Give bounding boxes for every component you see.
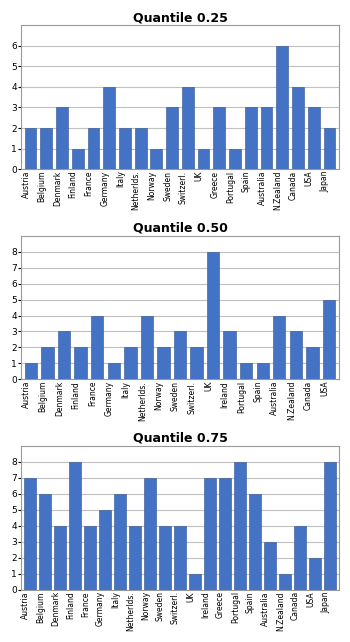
Bar <box>119 128 131 169</box>
Bar <box>182 87 194 169</box>
Bar <box>124 347 136 379</box>
Bar <box>204 478 216 590</box>
Bar <box>219 478 231 590</box>
Bar <box>141 315 153 379</box>
Bar <box>189 574 201 590</box>
Bar <box>114 494 126 590</box>
Bar <box>69 462 80 590</box>
Bar <box>198 148 209 169</box>
Bar <box>207 252 219 379</box>
Bar <box>214 107 225 169</box>
Bar <box>135 128 147 169</box>
Bar <box>56 107 68 169</box>
Bar <box>174 331 186 379</box>
Bar <box>308 107 320 169</box>
Bar <box>72 148 84 169</box>
Bar <box>157 347 170 379</box>
Bar <box>107 363 120 379</box>
Bar <box>40 494 51 590</box>
Bar <box>279 574 290 590</box>
Bar <box>25 128 36 169</box>
Bar <box>257 363 269 379</box>
Bar <box>323 300 335 379</box>
Bar <box>150 148 162 169</box>
Bar <box>292 87 304 169</box>
Bar <box>234 462 246 590</box>
Bar <box>58 331 70 379</box>
Title: Quantile 0.75: Quantile 0.75 <box>133 431 228 445</box>
Bar <box>290 331 302 379</box>
Bar <box>324 462 336 590</box>
Bar <box>166 107 178 169</box>
Bar <box>99 510 111 590</box>
Bar <box>174 526 186 590</box>
Bar <box>294 526 306 590</box>
Bar <box>40 128 52 169</box>
Bar <box>88 128 99 169</box>
Bar <box>75 347 87 379</box>
Bar <box>103 87 115 169</box>
Bar <box>144 478 156 590</box>
Bar <box>240 363 252 379</box>
Bar <box>276 46 288 169</box>
Bar <box>245 107 257 169</box>
Bar <box>91 315 103 379</box>
Bar <box>25 478 36 590</box>
Bar <box>130 526 141 590</box>
Bar <box>223 331 236 379</box>
Bar <box>323 128 335 169</box>
Bar <box>229 148 241 169</box>
Title: Quantile 0.50: Quantile 0.50 <box>133 221 228 234</box>
Bar <box>41 347 54 379</box>
Bar <box>264 542 275 590</box>
Title: Quantile 0.25: Quantile 0.25 <box>133 11 228 24</box>
Bar <box>84 526 96 590</box>
Bar <box>273 315 286 379</box>
Bar <box>159 526 170 590</box>
Bar <box>249 494 260 590</box>
Bar <box>25 363 37 379</box>
Bar <box>190 347 203 379</box>
Bar <box>54 526 66 590</box>
Bar <box>309 558 321 590</box>
Bar <box>261 107 272 169</box>
Bar <box>306 347 318 379</box>
